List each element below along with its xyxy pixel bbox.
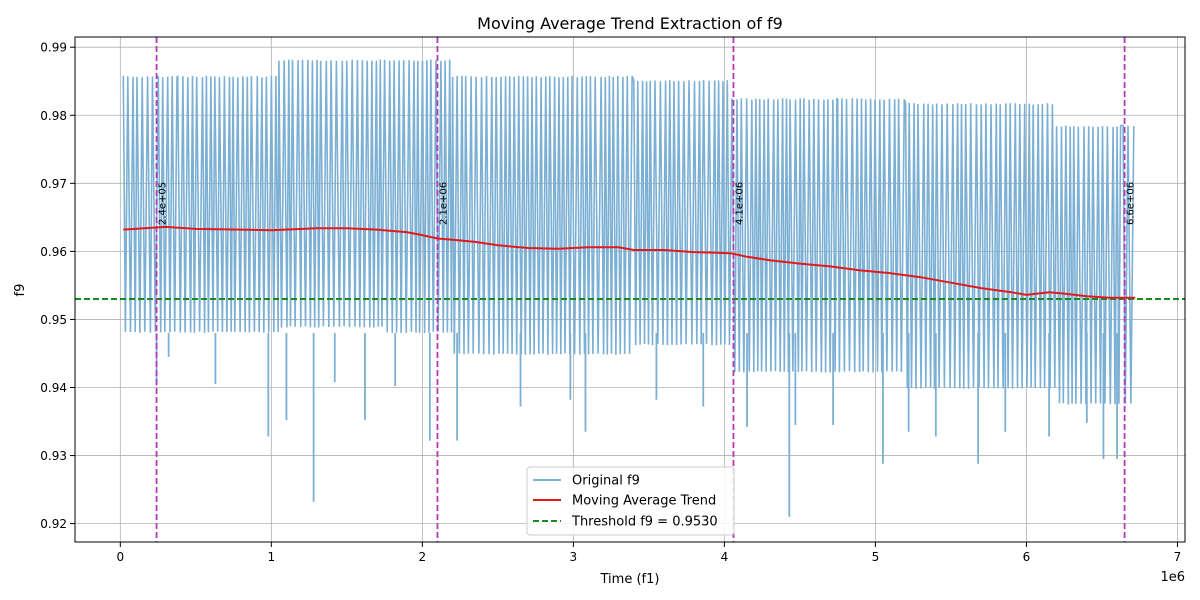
vertical-marker-label: 4.1e+06 bbox=[734, 182, 745, 225]
vertical-marker-label: 2.4e+05 bbox=[158, 182, 169, 225]
legend-label-trend: Moving Average Trend bbox=[572, 494, 716, 509]
x-tick-label: 4 bbox=[721, 550, 729, 564]
legend-box bbox=[526, 466, 735, 536]
x-tick-label: 5 bbox=[872, 550, 880, 564]
x-tick-label: 1 bbox=[268, 550, 276, 564]
y-tick-label: 0.92 bbox=[40, 517, 67, 531]
trend-series-line bbox=[123, 225, 1136, 299]
axes-frame bbox=[74, 36, 1186, 543]
y-tick-label: 0.99 bbox=[40, 41, 67, 55]
y-tick-label: 0.96 bbox=[40, 245, 67, 259]
legend: Original f9 Moving Average Trend Thresho… bbox=[526, 466, 735, 536]
original-series-line bbox=[122, 59, 1135, 405]
axis-ticks: 0 1 2 3 4 5 6 7 0.92 0.93 0.94 0.95 0.96 0.97 0.98 0.99 bbox=[40, 41, 1181, 564]
x-tick-label: 6 bbox=[1023, 550, 1031, 564]
chart-title: Moving Average Trend Extraction of f9 bbox=[477, 14, 783, 33]
legend-label-original: Original f9 bbox=[572, 474, 640, 489]
x-tick-label: 2 bbox=[419, 550, 427, 564]
y-tick-label: 0.98 bbox=[40, 109, 67, 123]
y-tick-label: 0.94 bbox=[40, 381, 67, 395]
y-tick-label: 0.97 bbox=[40, 177, 67, 191]
y-tick-label: 0.95 bbox=[40, 313, 67, 327]
y-axis-label: f9 bbox=[13, 284, 28, 297]
x-axis-offset-label: 1e6 bbox=[1160, 570, 1185, 585]
vertical-marker-label: 6.6e+06 bbox=[1126, 182, 1137, 225]
vertical-marker-label: 2.1e+06 bbox=[438, 182, 449, 225]
x-tick-label: 0 bbox=[116, 550, 124, 564]
plot-area: 2.4e+05 2.1e+06 4.1e+06 6.6e+06 bbox=[75, 37, 1185, 542]
x-tick-label: 7 bbox=[1174, 550, 1182, 564]
y-tick-label: 0.93 bbox=[40, 449, 67, 463]
x-tick-label: 3 bbox=[570, 550, 578, 564]
legend-label-threshold: Threshold f9 = 0.9530 bbox=[571, 515, 718, 530]
x-axis-label: Time (f1) bbox=[600, 572, 660, 587]
